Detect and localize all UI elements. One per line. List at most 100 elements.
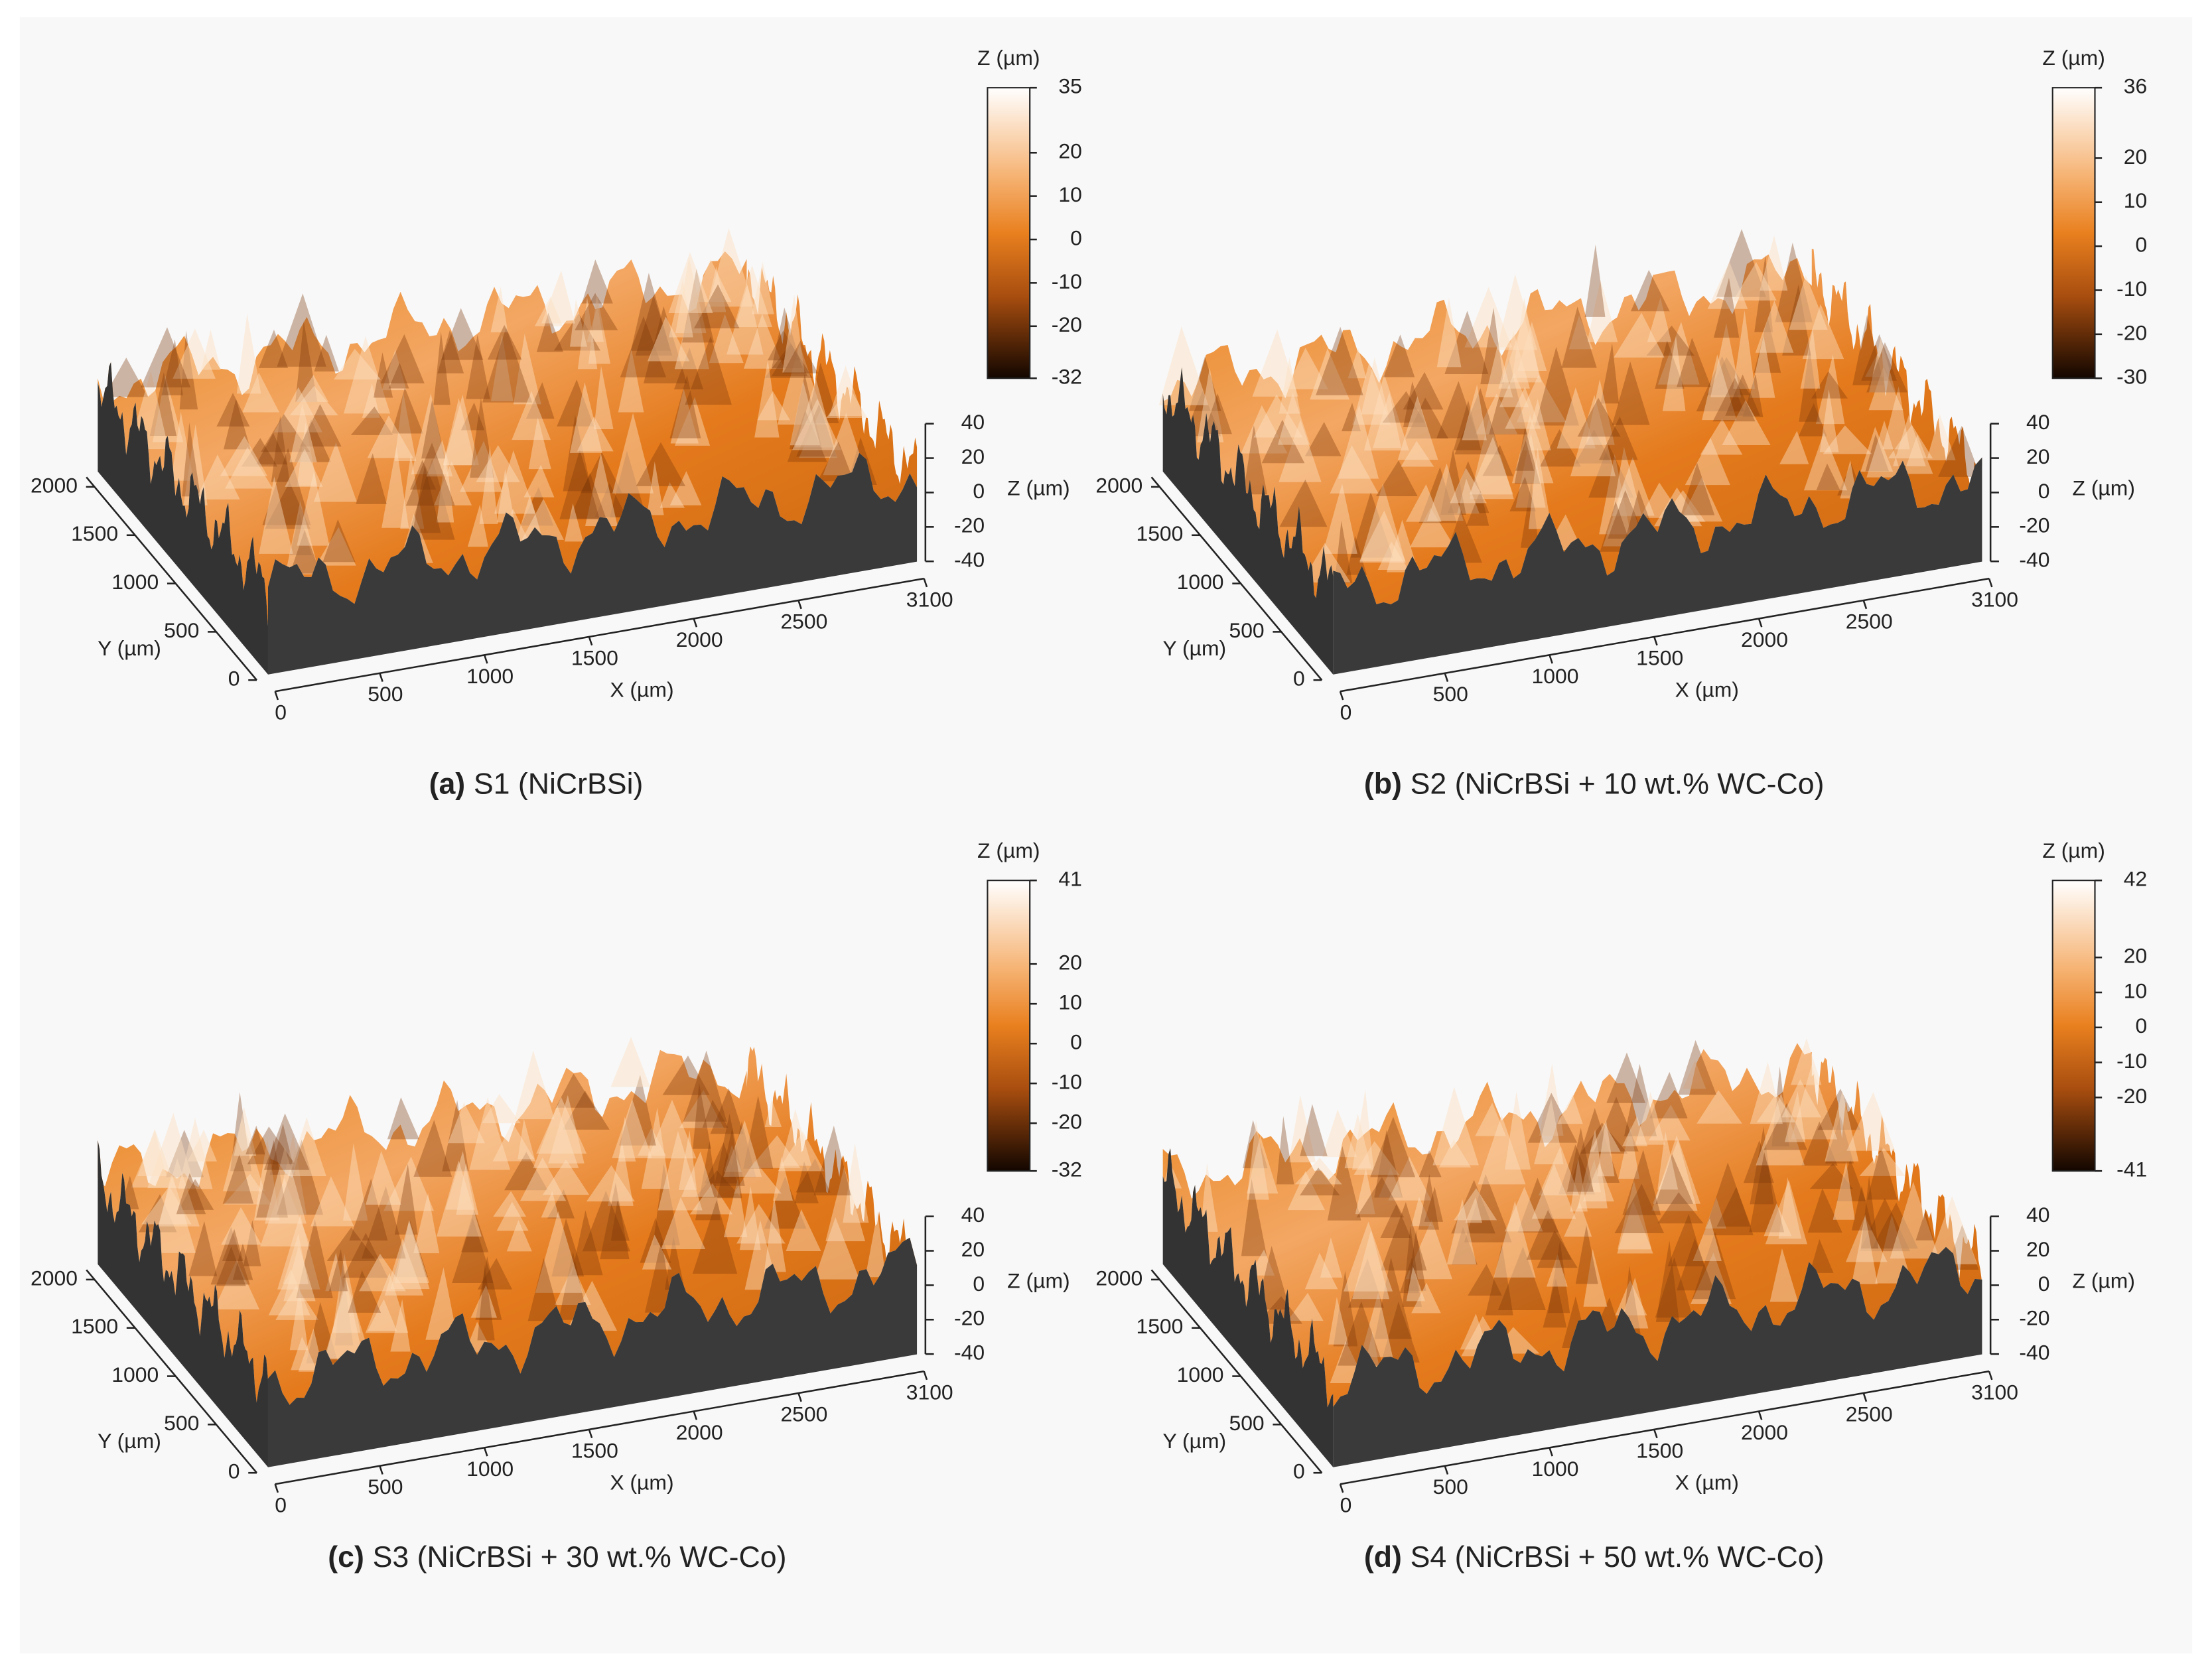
surface-peak (1617, 1180, 1652, 1250)
surface-peak (1584, 1159, 1602, 1193)
surface-peak (685, 336, 732, 405)
y-tick-label: 1500 (71, 521, 118, 545)
surface-peak (1846, 1092, 1896, 1151)
surface-peak (1322, 1109, 1357, 1158)
surface-peak (728, 1121, 756, 1177)
y-axis-title: Y (µm) (1162, 636, 1226, 660)
surface-peak (1247, 1135, 1279, 1194)
surface-peak (1599, 416, 1638, 460)
surface-peak (547, 1189, 575, 1219)
surface-peak (1436, 381, 1479, 438)
surface-peak (594, 483, 627, 517)
surface-peak (1651, 1134, 1698, 1211)
surface-peak (1515, 440, 1535, 471)
surface (1162, 249, 1982, 605)
surface-peak (456, 1163, 479, 1215)
surface-peak (245, 1125, 265, 1155)
surface-peak (513, 334, 541, 405)
surface-peak (693, 1083, 711, 1149)
surface-peak (764, 1197, 786, 1272)
x-tick-label: 3100 (906, 588, 953, 612)
surface-peak (1464, 287, 1513, 348)
surface-peak (1570, 395, 1616, 476)
surface-peak (224, 1174, 272, 1205)
surface-peak (610, 1037, 651, 1087)
surface-peak (1454, 388, 1501, 455)
surface-peak (315, 527, 356, 566)
y-axis-line (86, 1269, 257, 1474)
surface-peak (521, 499, 565, 540)
surface-peak (1763, 1103, 1807, 1150)
surface-peak (265, 482, 311, 529)
caption-text: S3 (NiCrBSi + 30 wt.% WC-Co) (373, 1541, 787, 1574)
surface-peak (1276, 1116, 1294, 1185)
x-tick (1549, 654, 1553, 664)
surface-peak (467, 504, 488, 547)
surface-peak (1446, 1199, 1477, 1265)
surface-peak (669, 471, 702, 505)
colorbar-tick-label: 42 (2124, 867, 2147, 891)
surface-peak (482, 1094, 521, 1124)
surface-peak (1681, 462, 1715, 515)
surface-peak (1577, 397, 1621, 437)
surface-peak (534, 297, 563, 326)
surface-peak (1243, 425, 1268, 495)
surface-peak (1624, 1063, 1657, 1136)
surface-peak (1450, 468, 1487, 504)
surface-peak (475, 1256, 502, 1320)
surface-peak (695, 1141, 721, 1221)
surface-peak (1158, 326, 1209, 405)
surface-peak (410, 460, 437, 490)
surface-peak (683, 1050, 727, 1122)
colorbar-tick-label: -20 (2116, 1084, 2147, 1108)
surface-peak (178, 1118, 213, 1189)
y-tick-label: 500 (164, 618, 199, 642)
surface-peak (1418, 1174, 1440, 1230)
surface-peak (224, 399, 251, 450)
surface-peak (786, 1209, 821, 1251)
surface-peak (394, 1164, 418, 1235)
surface-peak (1516, 374, 1566, 423)
surface-peak (1451, 1179, 1495, 1234)
side-face (267, 452, 918, 675)
surface-peak (210, 1227, 250, 1285)
surface-peak (469, 1097, 511, 1170)
surface-peak (289, 513, 312, 556)
z-tick-label: -40 (954, 1341, 985, 1365)
surface-peak (764, 1099, 782, 1128)
surface-peak (153, 375, 184, 442)
colorbar-tick-label: -32 (1052, 1158, 1082, 1181)
surface-peak (258, 329, 289, 368)
surface-peak (514, 1050, 555, 1120)
surface-peak (723, 1120, 762, 1177)
surface-peak (1352, 1229, 1390, 1300)
y-tick-label: 0 (1293, 1459, 1305, 1483)
colorbar-tick-label: -10 (1052, 1070, 1082, 1094)
side-face (1162, 367, 1334, 675)
x-tick-label: 2000 (1741, 628, 1788, 651)
surface-peak (1926, 414, 1956, 460)
surface-peak (413, 1193, 440, 1254)
surface-peak (1377, 541, 1409, 570)
surface-peak (277, 293, 326, 367)
surface-peak (789, 373, 823, 450)
surface-peak (1352, 362, 1391, 425)
surface-peak (343, 1233, 388, 1278)
colorbar-title: Z (µm) (2042, 46, 2105, 70)
surface-peak (1538, 1146, 1580, 1195)
surface-peak (1648, 1105, 1691, 1141)
surface-peak (1287, 1171, 1325, 1211)
surface-peak (1374, 1257, 1413, 1339)
surface-peak (777, 344, 827, 425)
surface-peak (1509, 476, 1536, 511)
surface-peak (1756, 1093, 1796, 1122)
surface-peak (1279, 419, 1322, 482)
surface-peak (1454, 1188, 1497, 1221)
surface-peak (1465, 1197, 1483, 1223)
surface-peak (176, 1173, 206, 1215)
surface-peak (1489, 359, 1527, 435)
colorbar-tick-label: 10 (1058, 990, 1081, 1014)
surface-peak (1497, 1246, 1546, 1311)
surface-peak (659, 482, 685, 508)
